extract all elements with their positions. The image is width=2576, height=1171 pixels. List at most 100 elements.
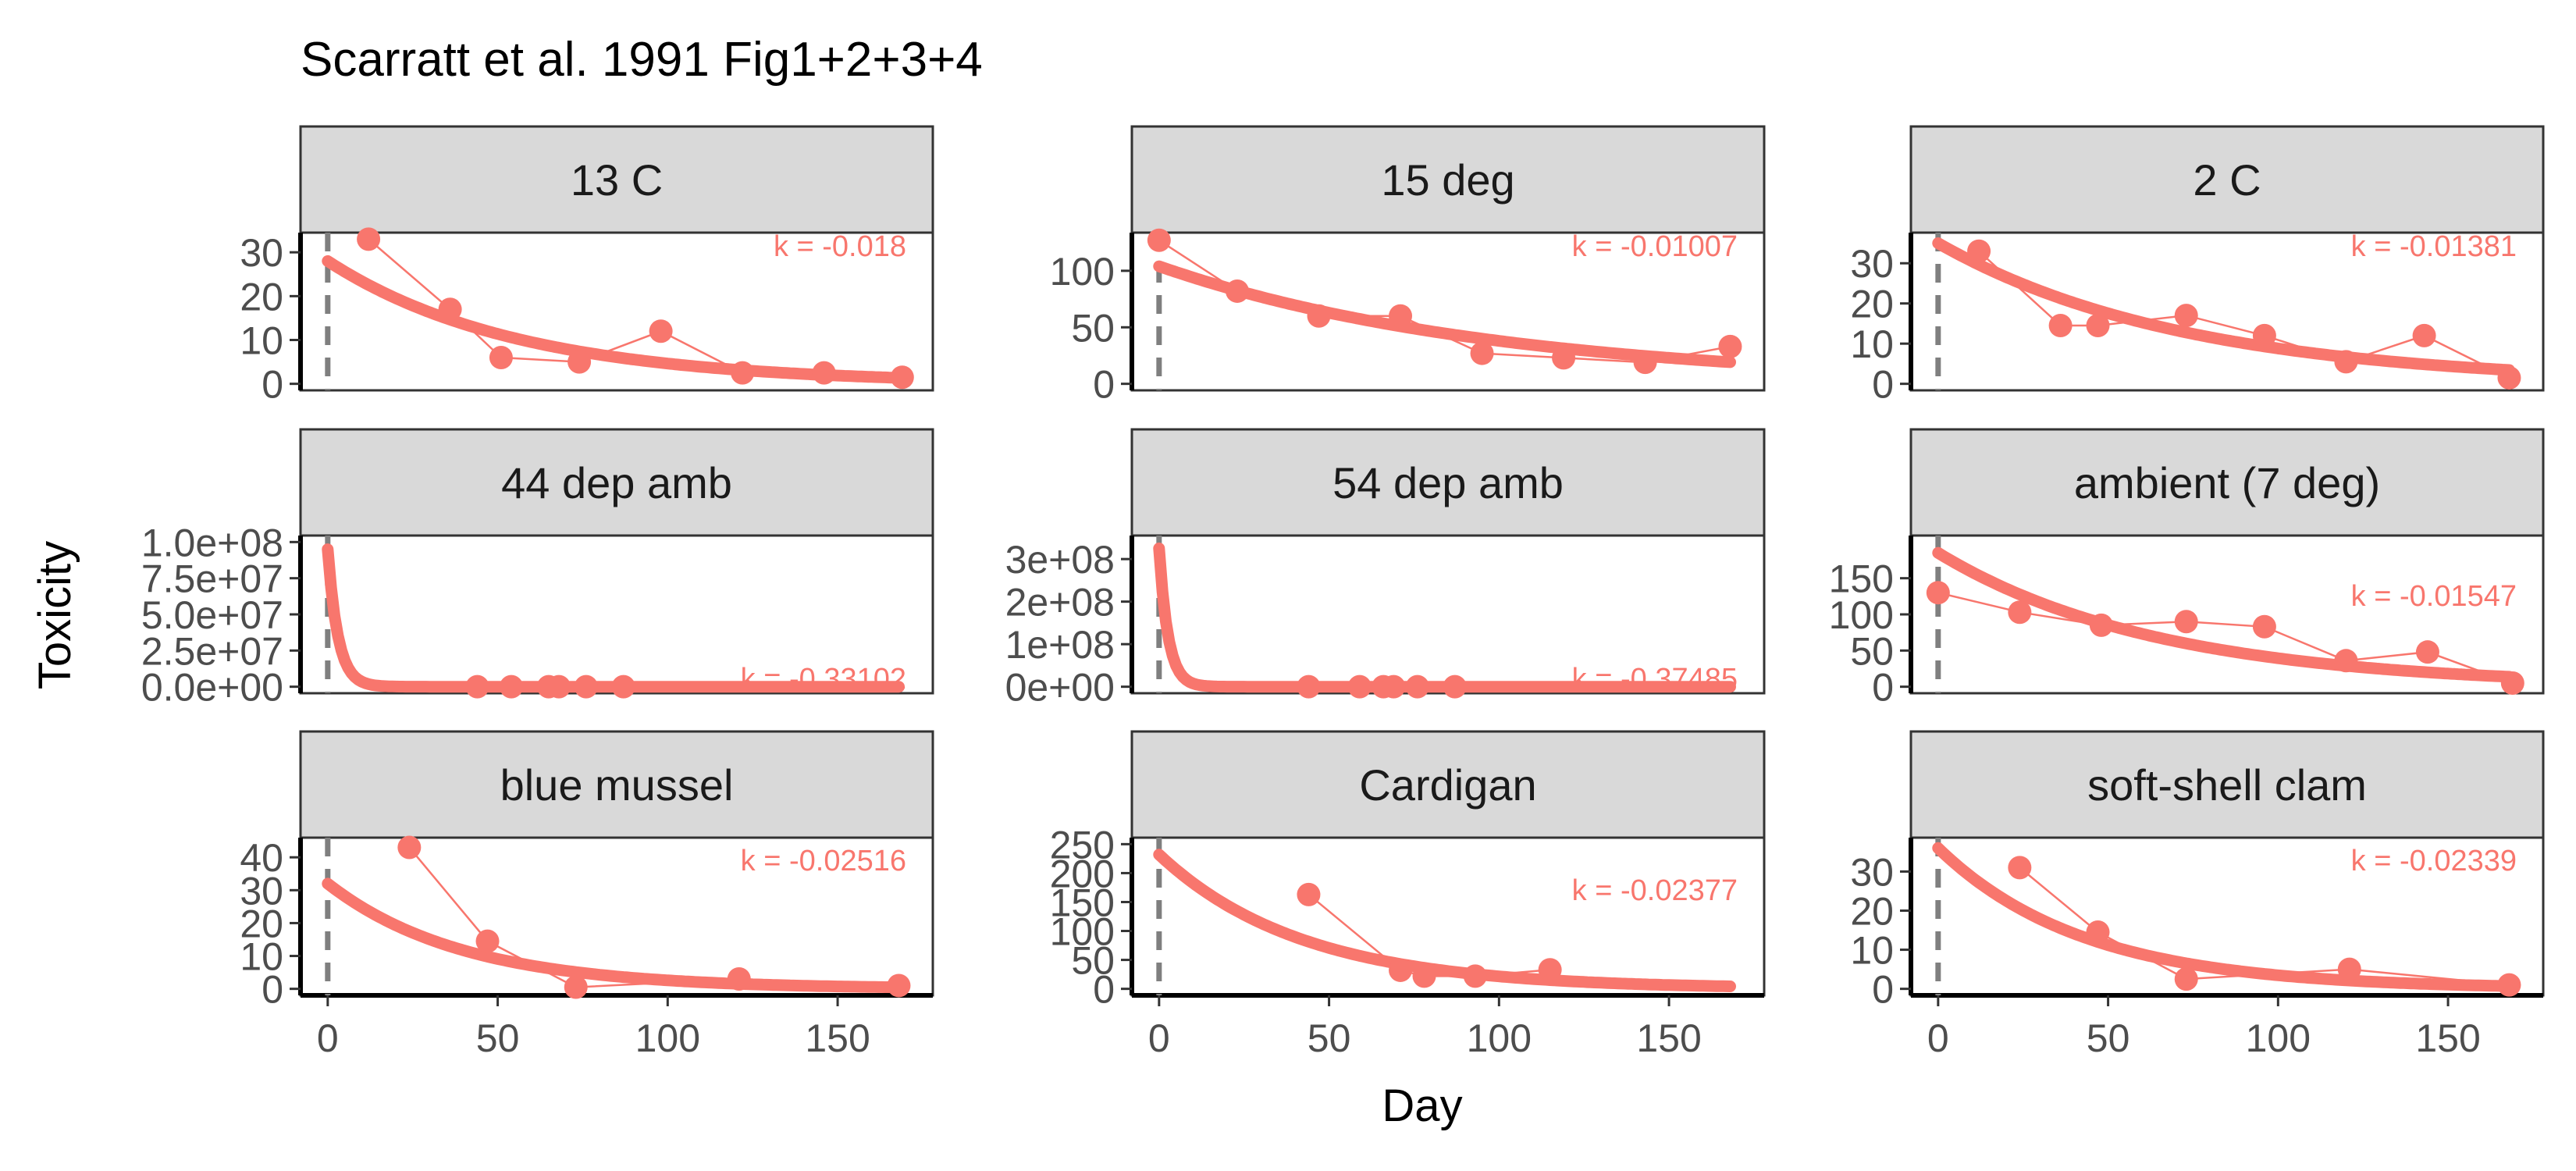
data-point [2008, 856, 2032, 880]
data-point [568, 350, 592, 374]
k-label: k = -0.02516 [741, 845, 906, 877]
plot-area: k = -0.018 [322, 233, 906, 390]
data-point [465, 674, 489, 699]
data-point [500, 674, 523, 699]
data-line [1937, 591, 2514, 685]
data-point [574, 674, 598, 699]
plot-area: k = -0.02377 [1153, 838, 1738, 995]
data-point [1297, 882, 1321, 906]
data-point [1443, 674, 1467, 699]
y-tick-label: 2e+08 [1005, 581, 1115, 625]
x-axis-label: Day [1382, 1080, 1462, 1131]
y-tick-label: 50 [1071, 306, 1115, 350]
y-tick-label: 0 [1093, 363, 1115, 407]
y-tick-label: 10 [1850, 322, 1894, 366]
facet-strip-label: 54 dep amb [1332, 458, 1564, 507]
x-tick-label: 0 [317, 1016, 339, 1060]
fit-curve [1932, 546, 2515, 683]
y-tick-label: 20 [1850, 889, 1894, 933]
facet-strip [1909, 428, 2545, 537]
facet-strip-label: soft-shell clam [2087, 760, 2367, 810]
facet-strip [299, 428, 934, 537]
data-point [1463, 964, 1487, 988]
y-tick-label: 100 [1829, 593, 1894, 637]
y-tick-label: 30 [240, 869, 283, 913]
y-tick-label: 10 [1850, 929, 1894, 973]
fit-curve [322, 877, 905, 994]
y-tick-label: 40 [240, 836, 283, 880]
y-tick-label: 50 [1850, 629, 1894, 673]
y-tick-label: 20 [1850, 283, 1894, 326]
y-tick-label: 1e+08 [1005, 623, 1115, 667]
data-point [2089, 613, 2113, 637]
y-tick-label: 100 [1050, 910, 1115, 954]
data-point [1552, 346, 1576, 370]
k-label: k = -0.02377 [1572, 874, 1738, 907]
data-point [2048, 314, 2073, 338]
data-point [611, 674, 635, 699]
x-tick-label: 0 [1927, 1016, 1949, 1060]
data-point [2497, 365, 2521, 390]
data-point [2415, 640, 2439, 664]
data-point [1382, 674, 1406, 699]
facet-panel: 15 deg 0 50 100 k = -0.01007 [1050, 125, 1766, 407]
y-tick-label: 20 [240, 902, 283, 945]
fit-curve [1153, 849, 1736, 992]
data-point [1147, 228, 1171, 252]
data-point [1405, 674, 1429, 699]
facet-strip [1909, 125, 2545, 234]
y-tick-label: 0 [1872, 968, 1894, 1012]
data-point [2174, 967, 2198, 991]
y-tick-label: 0 [1093, 968, 1115, 1012]
x-tick-label: 0 [1148, 1016, 1170, 1060]
fit-curve [1932, 237, 2515, 376]
data-point [1389, 304, 1413, 328]
y-tick-label: 20 [240, 275, 283, 319]
data-point [357, 227, 381, 251]
x-tick-label: 100 [1467, 1016, 1532, 1060]
y-tick-label: 10 [240, 935, 283, 979]
facet-strip-label: 44 dep amb [501, 458, 732, 507]
data-point [2252, 614, 2276, 639]
data-point [2174, 304, 2198, 328]
plot-area: k = -0.02516 [322, 838, 906, 995]
data-point [475, 929, 500, 953]
facet-strip [1130, 730, 1766, 839]
fit-curve [322, 254, 905, 384]
facet-strip-label: 2 C [2193, 155, 2261, 205]
data-line [1158, 239, 1731, 364]
data-point [2500, 671, 2524, 696]
y-tick-label: 100 [1050, 250, 1115, 294]
data-point [1538, 958, 1562, 982]
data-point [2337, 957, 2361, 981]
x-tick-label: 150 [2415, 1016, 2480, 1060]
plot-area: k = -0.37485 [1153, 536, 1738, 693]
y-tick-label: 250 [1050, 823, 1115, 867]
plot-area: k = -0.01547 [1932, 536, 2517, 693]
k-label: k = -0.01381 [2351, 230, 2517, 263]
plot-area: k = -0.01007 [1153, 233, 1738, 390]
data-point [489, 345, 513, 369]
facet-strip [1130, 428, 1766, 537]
data-point [2334, 649, 2358, 673]
y-axis-label: Toxicity [30, 541, 80, 689]
y-tick-label: 200 [1050, 852, 1115, 895]
data-point [2334, 350, 2358, 374]
data-point [2008, 600, 2032, 625]
y-tick-label: 7.5e+07 [141, 557, 283, 601]
y-tick-label: 0e+00 [1005, 666, 1115, 710]
fit-curve [1153, 260, 1736, 368]
data-point [438, 297, 462, 322]
plot-area: k = -0.33102 [322, 536, 906, 693]
facet-strip [1909, 730, 2545, 839]
y-tick-label: 3e+08 [1005, 538, 1115, 582]
y-tick-label: 150 [1829, 557, 1894, 601]
data-point [546, 674, 571, 699]
y-tick-label: 0.0e+00 [141, 666, 283, 710]
y-tick-label: 1.0e+08 [141, 521, 283, 564]
y-tick-label: 0 [1872, 363, 1894, 407]
